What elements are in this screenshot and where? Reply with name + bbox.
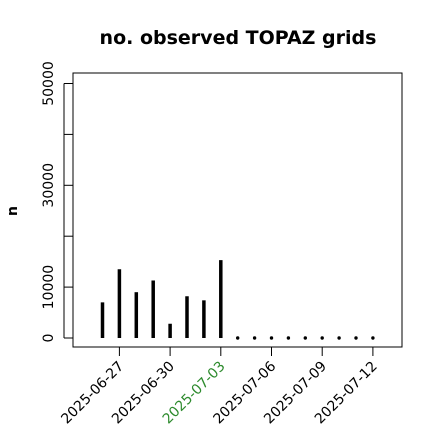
zero-point — [320, 336, 324, 340]
y-tick-label: 50000 — [41, 61, 57, 106]
zero-point — [337, 336, 341, 340]
y-tick-label: 30000 — [41, 163, 57, 208]
chart-title: no. observed TOPAZ grids — [100, 27, 377, 49]
plot-frame — [72, 72, 403, 348]
zero-point — [236, 336, 240, 340]
zero-point — [371, 336, 375, 340]
y-tick-label: 10000 — [41, 265, 57, 310]
x-axis: 2025-06-272025-06-302025-07-032025-07-06… — [58, 346, 381, 427]
y-axis: 0 10000 30000 50000 — [41, 61, 73, 342]
bars — [100, 260, 375, 340]
zero-point — [269, 336, 274, 340]
zero-point — [303, 336, 307, 340]
zero-point — [286, 336, 291, 340]
zero-point — [252, 336, 257, 340]
zero-point — [354, 336, 358, 340]
y-tick-label: 0 — [41, 334, 57, 343]
y-axis-label: n — [5, 206, 21, 216]
